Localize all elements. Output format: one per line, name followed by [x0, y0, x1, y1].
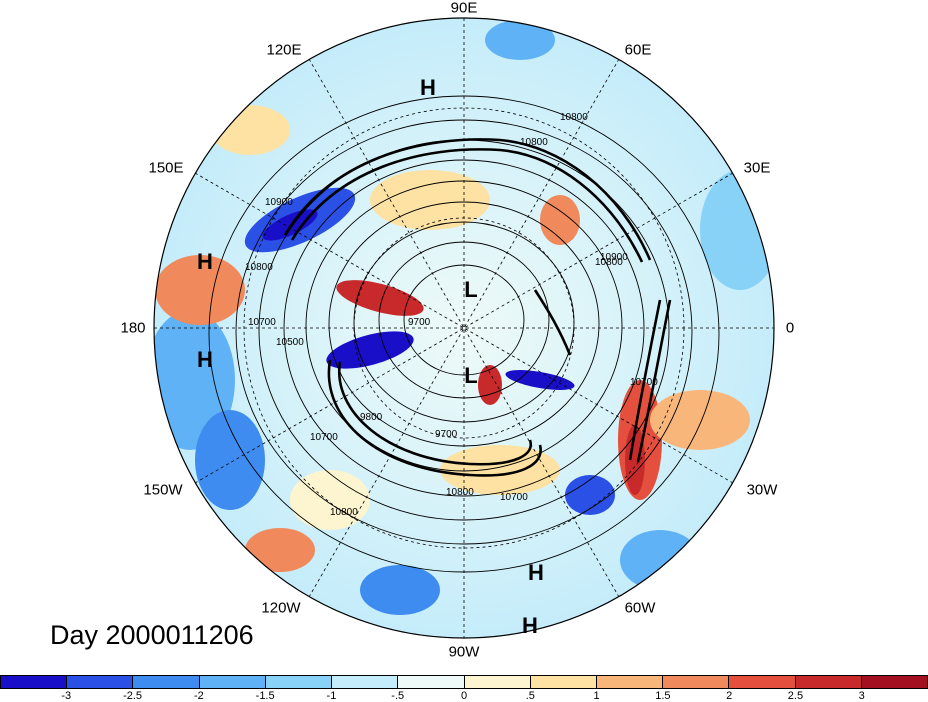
colorbar-tick-label: -.5	[391, 690, 405, 702]
colorbar-segment	[596, 676, 664, 688]
high-pressure-marker: H	[420, 75, 436, 100]
anomaly-field	[154, 18, 774, 638]
colorbar-tick-label: 3	[858, 690, 865, 702]
colorbar	[0, 675, 928, 689]
colorbar-tick-label: -1	[326, 690, 337, 702]
lon-label-60e: 60E	[624, 41, 652, 59]
lon-label-30w: 30W	[746, 481, 778, 499]
lon-label-90e: 90E	[450, 0, 478, 17]
colorbar-tick-label: -1.5	[255, 690, 275, 702]
lon-label-30e: 30E	[743, 159, 771, 177]
colorbar-segment	[265, 676, 333, 688]
colorbar-tick-label: -2.5	[123, 690, 143, 702]
map-boundary	[153, 17, 775, 639]
contour-label: 10700	[310, 432, 338, 443]
polar-stereographic-map: 10800 10900 10800 10900 10800 10700 1050…	[153, 17, 775, 639]
colorbar-segment	[133, 676, 200, 688]
lon-label-120e: 120E	[266, 41, 302, 59]
contour-label: 10700	[630, 377, 658, 388]
colorbar-tick-label: 0	[460, 690, 468, 702]
lon-label-60w: 60W	[624, 599, 656, 617]
contour-label: 10800	[446, 487, 474, 498]
contour-label: 10700	[500, 492, 528, 503]
colorbar-segment	[199, 676, 266, 688]
contour-label: 10800	[560, 112, 588, 123]
low-pressure-marker: L	[464, 277, 478, 302]
day-label: Day 2000011206	[50, 620, 254, 650]
jet-contours	[283, 138, 672, 477]
colorbar-segment	[398, 676, 465, 688]
colorbar-segment	[1, 676, 68, 688]
colorbar-segment	[530, 676, 597, 688]
colorbar-tick-label: 2.5	[787, 690, 804, 702]
colorbar-segment	[861, 676, 928, 688]
contour-label: 9700	[408, 317, 431, 328]
contour-label: 10900	[600, 252, 628, 263]
contour-label: 9700	[435, 429, 458, 440]
lon-label-150e: 150E	[148, 159, 184, 177]
colorbar-tick-label: 1	[593, 690, 600, 702]
colorbar-tick-label: 2	[726, 690, 733, 702]
lon-label-120w: 120W	[261, 599, 301, 617]
lon-label-90w: 90W	[448, 643, 480, 661]
high-pressure-marker: H	[197, 347, 213, 372]
high-pressure-marker: H	[197, 249, 213, 274]
colorbar-segment	[67, 676, 134, 688]
contour-label: 10800	[595, 257, 623, 268]
lon-label-0: 0	[785, 319, 795, 337]
low-pressure-marker: L	[464, 363, 478, 388]
colorbar-tick-label: -3	[61, 690, 72, 702]
colorbar-segment	[464, 676, 531, 688]
contour-label: 10800	[520, 137, 548, 148]
contour-label: 10900	[265, 197, 293, 208]
colorbar-tick-label: -2	[193, 690, 204, 702]
lon-label-180: 180	[120, 319, 146, 337]
high-pressure-marker: H	[522, 613, 538, 638]
graticule	[154, 18, 774, 638]
high-pressure-marker: H	[528, 560, 544, 585]
contour-label: 10700	[248, 317, 276, 328]
lon-label-150w: 150W	[143, 481, 183, 499]
colorbar-segment	[332, 676, 399, 688]
colorbar-segment	[663, 676, 730, 688]
contour-label: 10800	[245, 262, 273, 273]
contour-label: 9800	[360, 412, 383, 423]
colorbar-tick-label: .5	[525, 690, 535, 702]
colorbar-segment	[795, 676, 862, 688]
contour-label-group: 10800 10900 10800 10900 10800 10700 1050…	[245, 112, 658, 518]
contour-label: 10500	[276, 337, 304, 348]
contour-label: 10800	[330, 507, 358, 518]
colorbar-segment	[729, 676, 796, 688]
colorbar-tick-label: 1.5	[655, 690, 671, 702]
